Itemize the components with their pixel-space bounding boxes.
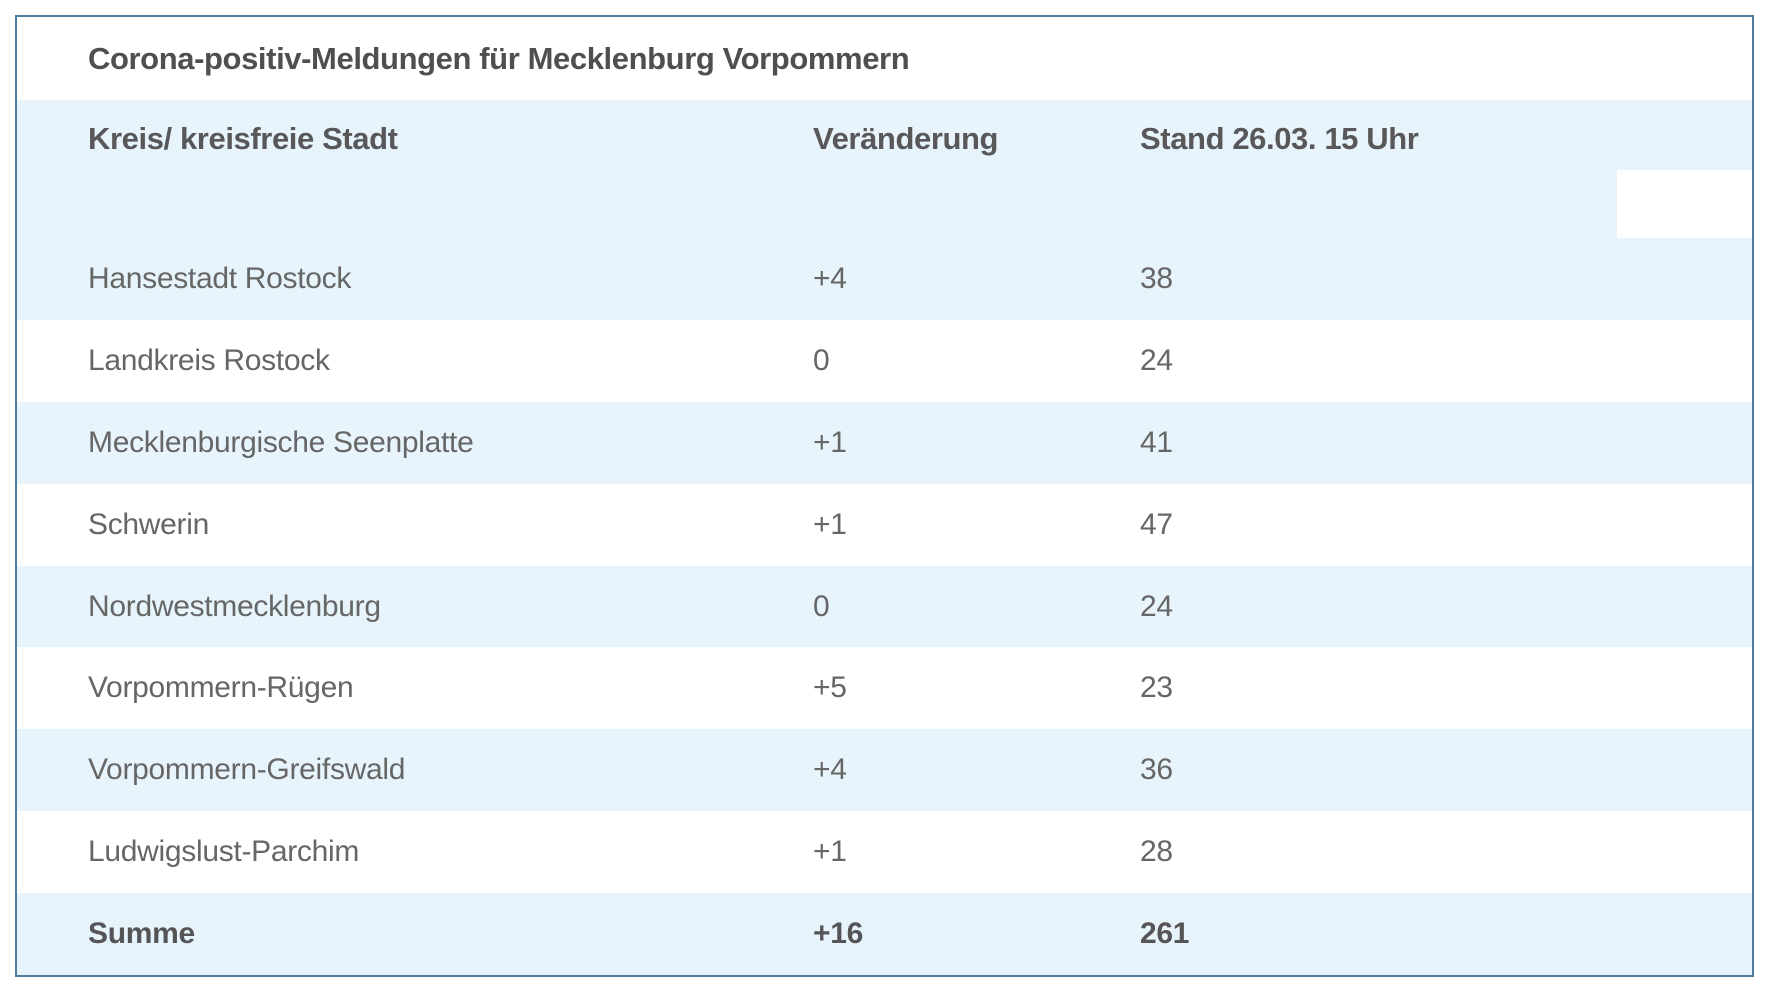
cell-stand: 47 [1140, 507, 1173, 541]
table-title: Corona-positiv-Meldungen für Mecklenburg… [88, 40, 910, 76]
cell-stand: 38 [1140, 261, 1173, 295]
column-header-stand: Stand 26.03. 15 Uhr [1140, 121, 1419, 156]
corona-table: Corona-positiv-Meldungen für Mecklenburg… [15, 15, 1754, 977]
cell-kreis: Nordwestmecklenburg [88, 589, 381, 623]
table-title-row: Corona-positiv-Meldungen für Mecklenburg… [17, 17, 1752, 100]
cell-veraenderung: +1 [813, 835, 847, 869]
cell-veraenderung: +5 [813, 671, 847, 705]
cell-veraenderung: +4 [813, 261, 847, 295]
cell-kreis: Ludwigslust-Parchim [88, 835, 360, 869]
cell-kreis: Schwerin [88, 507, 209, 541]
table-header-row: Kreis/ kreisfreie Stadt Veränderung Stan… [17, 100, 1752, 238]
cell-kreis: Landkreis Rostock [88, 343, 330, 377]
cell-veraenderung: +1 [813, 425, 847, 459]
table-row: Hansestadt Rostock +4 38 [17, 238, 1752, 320]
empty-header-cell [1617, 170, 1752, 238]
cell-stand: 23 [1140, 671, 1173, 705]
table-row-total: Summe +16 261 [17, 893, 1752, 976]
table-row: Nordwestmecklenburg 0 24 [17, 565, 1752, 648]
table-row: Schwerin +1 47 [17, 483, 1752, 566]
table-row: Landkreis Rostock 0 24 [17, 319, 1752, 402]
cell-kreis: Mecklenburgische Seenplatte [88, 425, 474, 459]
cell-veraenderung: +1 [813, 507, 847, 541]
cell-veraenderung: 0 [813, 343, 830, 377]
cell-stand: 24 [1140, 589, 1173, 623]
cell-stand: 28 [1140, 835, 1173, 869]
cell-kreis: Vorpommern-Rügen [88, 671, 354, 705]
cell-stand: 36 [1140, 753, 1173, 787]
cell-veraenderung: 0 [813, 589, 830, 623]
column-header-kreis: Kreis/ kreisfreie Stadt [88, 121, 398, 156]
cell-kreis: Hansestadt Rostock [88, 261, 352, 295]
cell-stand-total: 261 [1140, 917, 1190, 951]
column-header-veraenderung: Veränderung [813, 121, 999, 156]
cell-veraenderung-total: +16 [813, 917, 863, 951]
cell-stand: 41 [1140, 425, 1173, 459]
cell-kreis-total: Summe [88, 917, 195, 951]
table-row: Vorpommern-Greifswald +4 36 [17, 729, 1752, 812]
table-row: Vorpommern-Rügen +5 23 [17, 647, 1752, 730]
cell-stand: 24 [1140, 343, 1173, 377]
cell-kreis: Vorpommern-Greifswald [88, 753, 406, 787]
table-row: Mecklenburgische Seenplatte +1 41 [17, 401, 1752, 484]
cell-veraenderung: +4 [813, 753, 847, 787]
table-row: Ludwigslust-Parchim +1 28 [17, 811, 1752, 894]
